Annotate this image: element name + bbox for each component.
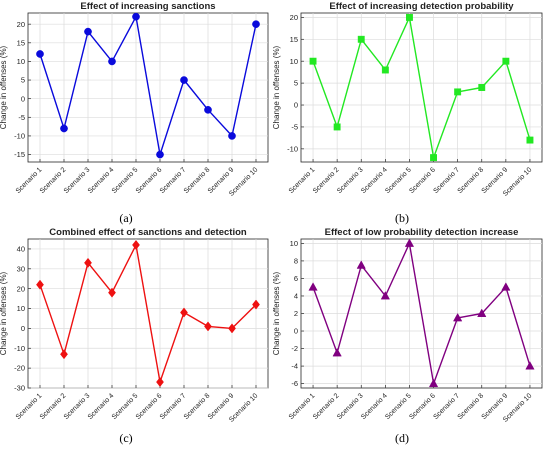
y-tick-label: -2 (291, 344, 298, 353)
y-tick-label: -5 (18, 113, 25, 122)
y-tick-label: 4 (294, 292, 298, 301)
series-line (39, 16, 257, 156)
data-point (60, 349, 68, 360)
data-point (501, 282, 511, 291)
data-point (132, 239, 140, 250)
data-point (252, 20, 260, 29)
y-tick-label: 40 (17, 245, 25, 254)
y-tick-label: -20 (14, 364, 25, 373)
data-point (428, 378, 439, 388)
panel-caption: (b) (395, 211, 409, 225)
data-point (180, 307, 188, 318)
data-point (108, 287, 116, 298)
y-tick-label: -10 (14, 132, 25, 141)
data-point (380, 291, 390, 300)
panel-caption: (d) (395, 431, 409, 445)
data-point (526, 136, 534, 144)
y-tick-label: 20 (17, 284, 25, 293)
data-point (453, 312, 463, 322)
data-point (502, 57, 510, 65)
y-tick-label: -30 (14, 384, 25, 393)
y-tick-label: 10 (290, 239, 298, 248)
y-tick-label: 0 (294, 327, 298, 336)
y-tick-label: 0 (21, 324, 25, 333)
data-point (132, 12, 140, 21)
grid (301, 13, 542, 162)
panel-caption: (c) (119, 431, 132, 445)
chart-title: Effect of increasing detection probabili… (329, 1, 514, 12)
data-point (60, 124, 68, 133)
y-tick-label: 0 (294, 101, 298, 110)
y-tick-label: 20 (17, 20, 25, 29)
data-point (228, 132, 236, 140)
data-point (156, 150, 164, 159)
y-tick-label: 2 (294, 309, 298, 318)
chart-title: Effect of increasing sanctions (80, 1, 215, 12)
chart-title: Effect of low probability detection incr… (325, 227, 519, 238)
grid (28, 13, 268, 162)
y-tick-label: 10 (17, 304, 25, 313)
data-point (84, 257, 92, 268)
grid (28, 239, 268, 389)
data-point (204, 321, 212, 332)
data-point (309, 57, 317, 65)
y-tick-label: -6 (291, 379, 298, 388)
y-axis-label: Change in offenses (%) (272, 271, 281, 355)
data-point (156, 377, 164, 388)
data-point (430, 154, 438, 162)
data-point (108, 57, 116, 66)
chart-title: Combined effect of sanctions and detecti… (49, 227, 247, 238)
data-point (308, 282, 318, 291)
data-point (404, 238, 415, 247)
y-tick-label: 5 (294, 79, 298, 88)
y-tick-label: 5 (21, 76, 25, 85)
series-line (312, 16, 531, 159)
data-point (36, 50, 44, 58)
y-tick-label: 15 (17, 38, 25, 47)
y-tick-label: 20 (290, 13, 298, 22)
y-tick-label: -4 (291, 362, 298, 371)
y-tick-label: -15 (14, 150, 25, 159)
y-tick-label: 30 (17, 264, 25, 273)
data-point (356, 260, 366, 269)
series-line (312, 242, 531, 385)
data-point (84, 27, 92, 36)
y-tick-label: -5 (291, 123, 298, 132)
data-point (477, 308, 487, 317)
series-line (39, 244, 257, 383)
y-tick-label: -10 (14, 344, 25, 353)
data-point (525, 361, 535, 370)
data-point (454, 88, 462, 96)
data-point (228, 323, 236, 334)
data-point (333, 123, 341, 131)
y-tick-label: 10 (290, 57, 298, 66)
data-point (332, 348, 342, 357)
y-tick-label: 10 (17, 57, 25, 66)
panel-caption: (a) (119, 211, 132, 225)
y-axis-label: Change in offenses (%) (0, 271, 8, 355)
y-tick-label: 15 (290, 35, 298, 44)
data-point (381, 66, 389, 74)
y-tick-label: -10 (287, 144, 298, 153)
y-axis-label: Change in offenses (%) (0, 45, 8, 129)
data-point (357, 35, 365, 43)
data-point (36, 279, 44, 290)
y-tick-label: 8 (294, 257, 298, 266)
data-point (204, 106, 212, 114)
data-point (406, 13, 413, 21)
y-axis-label: Change in offenses (%) (272, 45, 281, 129)
data-point (252, 299, 260, 310)
data-point (180, 76, 188, 84)
data-point (478, 84, 486, 91)
y-tick-label: 0 (21, 94, 25, 103)
y-tick-label: 6 (294, 274, 298, 283)
